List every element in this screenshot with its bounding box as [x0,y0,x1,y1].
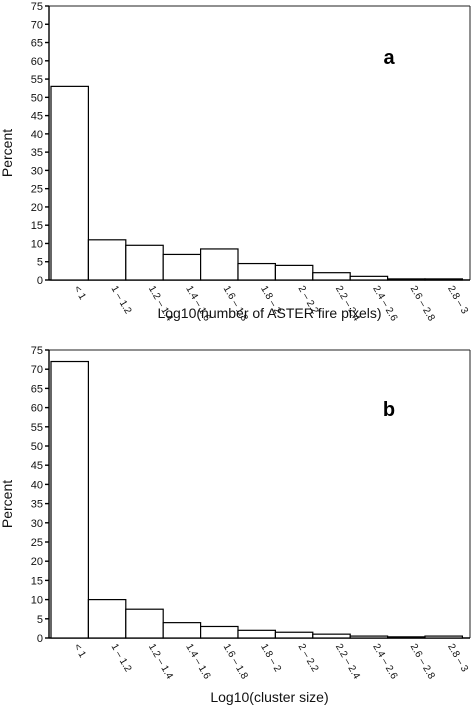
y-tick-label: 65 [31,38,43,50]
y-tick-label: 5 [37,614,43,626]
chart-panel-a: 0 5 10 15 20 25 30 35 40 45 50 55 60 65 70 75 Percent < 1… [0,1,471,324]
y-tick-label: 10 [31,595,43,607]
y-tick-label: 25 [31,184,43,196]
bar-9 [349,275,389,281]
y-tick-label: 45 [31,111,43,123]
y-tick-label: 30 [31,518,43,530]
bar-5 [200,248,239,281]
bar-1 [50,360,90,639]
y-tick-label: 55 [31,422,43,434]
y-tick-label: 70 [31,19,43,31]
y-tick-label: 40 [31,479,43,491]
x-category-label: 2.8 – 3 [445,284,470,316]
x-category-label: 1.6 – 1.8 [221,642,250,682]
bar-10 [387,636,426,639]
y-tick-label: 25 [31,537,43,549]
y-tick-label: 35 [31,147,43,159]
bar-7 [274,264,314,281]
bar-9 [349,635,389,639]
y-tick-label: 20 [31,556,43,568]
bar-3 [125,244,164,281]
panel-label: b [383,399,395,421]
x-category-label: < 1 [71,642,88,660]
y-tick-label: 20 [31,202,43,214]
y-tick-label: 15 [31,220,43,232]
x-category-label: 1 – 1.2 [109,284,134,316]
y-tick-label: 35 [31,499,43,511]
y-tick-label: 50 [31,92,43,104]
y-tick-label: 30 [31,165,43,177]
y-tick-label: 10 [31,238,43,250]
x-category-label: 1 – 1.2 [109,642,134,674]
y-tick-label: 60 [31,403,43,415]
y-tick-label: 75 [31,1,43,13]
y-tick-label: 5 [37,257,43,269]
panel-label: a [383,47,395,69]
y-tick-label: 60 [31,56,43,68]
y-axis-title: Percent [0,129,15,177]
x-category-label: 2 – 2.2 [296,642,321,674]
bar-5 [200,625,239,639]
x-category-label: 2.6 – 2.8 [408,284,437,324]
y-tick-label: 45 [31,460,43,472]
x-category-label: < 1 [71,284,88,302]
y-axis-title: Percent [0,480,15,528]
x-axis-title: Log10(number of ASTER fire pixels) [157,305,381,321]
y-tick-label: 40 [31,129,43,141]
x-category-label: 2.6 – 2.8 [408,642,437,682]
y-tick-label: 0 [37,633,43,645]
bar-11 [424,278,464,281]
y-tick-label: 75 [31,345,43,357]
bar-2 [87,598,127,639]
bar-8 [312,633,351,639]
bar-1 [50,85,90,281]
x-category-label: 1.8 – 2 [258,642,283,674]
bar-4 [162,622,202,639]
bar-6 [237,262,277,281]
bar-7 [274,631,314,639]
y-tick-label: 50 [31,441,43,453]
bar-11 [424,635,464,639]
x-category-label: 2.8 – 3 [445,642,470,674]
y-tick-label: 0 [37,275,43,287]
chart-panel-b: 0 5 10 15 20 25 30 35 40 45 50 55 60 65 70 75 Percent < 1… [0,345,471,705]
y-tick-label: 55 [31,74,43,86]
y-tick-label: 15 [31,575,43,587]
bar-2 [87,239,127,281]
bar-10 [387,278,426,281]
bar-3 [125,608,164,639]
x-axis-title: Log10(cluster size) [210,689,328,705]
x-category-label: 2.2 – 2.4 [333,642,362,682]
y-tick-label: 65 [31,383,43,395]
bar-6 [237,629,277,639]
x-category-label: 1.4 – 1.6 [183,642,212,682]
x-category-label: 2.4 – 2.6 [370,642,399,682]
bar-4 [162,253,202,281]
bar-8 [312,272,351,281]
y-tick-label: 70 [31,364,43,376]
x-category-label: 1.2 – 1.4 [146,642,175,682]
